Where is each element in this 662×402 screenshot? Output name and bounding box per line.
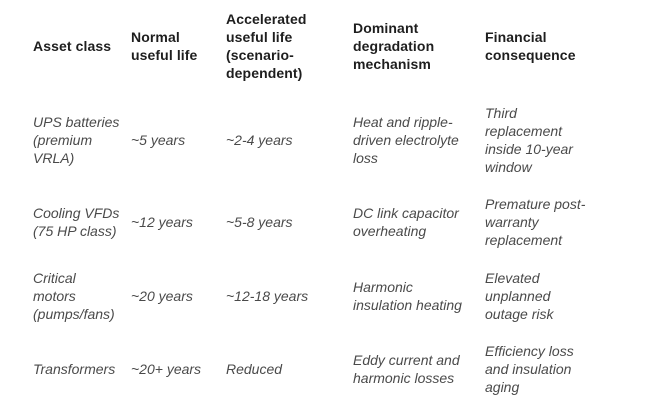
cell-financial-consequence: Efficiency loss and insulation aging	[485, 343, 574, 395]
cell-normal-life: ~20 years	[131, 288, 193, 304]
cell-normal-life: ~12 years	[131, 214, 193, 230]
table-row-transformers: Transformers ~20+ years Reduced Eddy cur…	[0, 336, 662, 402]
header-cell-financial-consequence: Financial consequence	[485, 29, 576, 63]
cell-normal-life: ~5 years	[131, 132, 186, 148]
header-row: Asset class Normal useful life Accelerat…	[0, 0, 662, 92]
cell-financial-consequence: Premature post-warranty replacement	[485, 196, 586, 248]
cell-degradation-mechanism: DC link capacitor overheating	[353, 205, 459, 239]
header-cell-degradation-mechanism: Dominant degradation mechanism	[353, 20, 435, 72]
cell-degradation-mechanism: Heat and ripple-driven electrolyte loss	[353, 114, 459, 166]
cell-asset-class: Critical motors (pumps/fans)	[33, 270, 115, 322]
header-cell-asset-class: Asset class	[33, 38, 112, 54]
cell-asset-class: Transformers	[33, 361, 116, 377]
table-row-ups-batteries: UPS batteries (premium VRLA) ~5 years ~2…	[0, 92, 662, 188]
cell-degradation-mechanism: Eddy current and harmonic losses	[353, 352, 460, 386]
cell-financial-consequence: Elevated unplanned outage risk	[485, 270, 554, 322]
table-row-critical-motors: Critical motors (pumps/fans) ~20 years ~…	[0, 256, 662, 336]
cell-degradation-mechanism: Harmonic insulation heating	[353, 279, 462, 313]
cell-asset-class: Cooling VFDs (75 HP class)	[33, 205, 120, 239]
header-cell-normal-useful-life: Normal useful life	[131, 29, 198, 63]
cell-accelerated-life: ~2-4 years	[226, 132, 293, 148]
table-row-cooling-vfds: Cooling VFDs (75 HP class) ~12 years ~5-…	[0, 188, 662, 256]
cell-normal-life: ~20+ years	[131, 361, 202, 377]
cell-accelerated-life: ~12-18 years	[226, 288, 309, 304]
header-cell-accelerated-useful-life: Accelerated useful life (scenario-depend…	[226, 11, 307, 81]
cell-financial-consequence: Third replacement inside 10-year window	[485, 105, 573, 175]
cell-accelerated-life: Reduced	[226, 361, 283, 377]
cell-asset-class: UPS batteries (premium VRLA)	[33, 114, 120, 166]
cell-accelerated-life: ~5-8 years	[226, 214, 293, 230]
